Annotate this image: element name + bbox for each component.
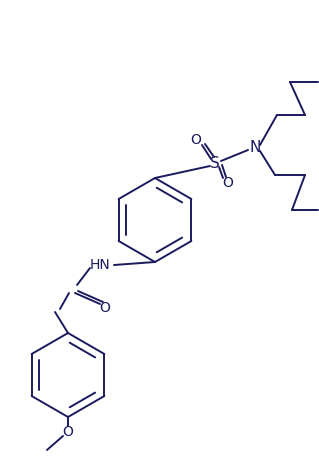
Text: O: O <box>190 133 201 147</box>
Text: O: O <box>223 176 234 190</box>
Text: O: O <box>100 301 110 315</box>
Text: S: S <box>210 155 220 170</box>
Text: HN: HN <box>90 258 110 272</box>
Text: N: N <box>249 140 261 155</box>
Text: O: O <box>63 425 73 439</box>
